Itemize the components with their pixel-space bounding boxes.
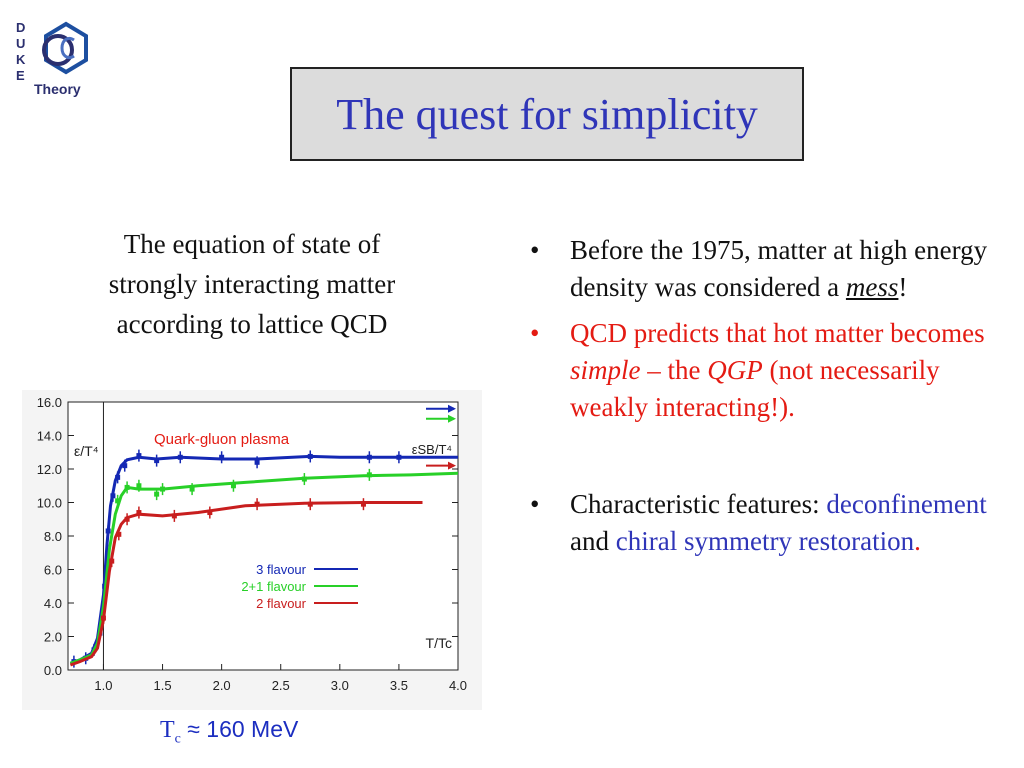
data-point — [115, 498, 121, 504]
tc-subscript: c — [174, 731, 181, 747]
data-point — [109, 558, 115, 564]
page-title: The quest for simplicity — [336, 89, 758, 139]
data-point — [307, 453, 313, 459]
x-tick-label: 3.0 — [331, 678, 349, 693]
chart-svg: 0.0 2.0 4.0 6.0 8.0 10.0 12.0 14.0 16.0 1.0 1.5 2.0… — [22, 390, 482, 710]
x-tick-label: 3.5 — [390, 678, 408, 693]
bullet-2-text: QCD predicts that hot matter becomes — [570, 318, 985, 348]
tc-value: ≈ 160 MeV — [180, 716, 299, 742]
data-point — [160, 486, 166, 492]
legend-label-2: 2 flavour — [256, 596, 307, 611]
duke-theory-logo: D U K E Theory — [14, 18, 98, 98]
sb-limit-label: εSB/T⁴ — [412, 442, 452, 457]
bullet-2-end: (not necessarily weakly interacting!). — [570, 355, 940, 422]
data-point — [171, 513, 177, 519]
bullet-3: • Characteristic features: deconfinement… — [530, 489, 987, 556]
data-point — [154, 458, 160, 464]
bullet-1: • Before the 1975, matter at high energy… — [530, 235, 988, 302]
data-point — [122, 463, 128, 469]
bullet-2-mid: – the — [640, 355, 708, 385]
tc-note: Tc ≈ 160 MeV — [160, 716, 298, 748]
bullet-2-emphasis-simple: simple — [570, 355, 641, 385]
sb-arrowhead-0 — [448, 404, 456, 413]
bullet-1-emphasis: mess — [845, 272, 899, 302]
bullet-3-end: . — [914, 526, 921, 556]
data-point — [116, 531, 122, 537]
data-point — [100, 615, 106, 621]
data-point — [124, 484, 130, 490]
data-point — [254, 501, 260, 507]
bullet-2-emphasis-qgp: QGP — [707, 355, 763, 385]
caption-line-2: strongly interacting matter — [108, 269, 396, 299]
y-tick-label: 0.0 — [44, 663, 62, 678]
data-point — [177, 454, 183, 460]
caption-line-3: according to lattice QCD — [116, 309, 388, 339]
eos-chart: 0.0 2.0 4.0 6.0 8.0 10.0 12.0 14.0 16.0 1.0 1.5 2.0… — [22, 390, 482, 715]
bullet-list: • Before the 1975, matter at high energy… — [530, 232, 1000, 560]
y-axis-label: ε/T⁴ — [74, 443, 99, 459]
chart-caption: The equation of state of strongly intera… — [56, 224, 448, 344]
legend-label-0: 3 flavour — [256, 562, 307, 577]
sb-arrowhead-2 — [448, 461, 456, 470]
plot-frame — [67, 401, 459, 671]
x-tick-label: 1.0 — [94, 678, 112, 693]
x-tick-label: 2.5 — [272, 678, 290, 693]
logo-letter-e: E — [16, 68, 25, 83]
logo-letter-u: U — [16, 36, 25, 51]
data-point — [360, 501, 366, 507]
data-point — [105, 528, 111, 534]
bullet-1-end: ! — [898, 272, 908, 302]
caption-line-1: The equation of state of — [123, 229, 381, 259]
data-point — [124, 516, 130, 522]
data-point — [219, 454, 225, 460]
bullet-3-chiral: chiral symmetry restoration — [615, 526, 915, 556]
data-point — [366, 454, 372, 460]
data-point — [366, 472, 372, 478]
tc-symbol: T — [160, 717, 175, 743]
data-point — [230, 483, 236, 489]
bullet-3-deconfinement: deconfinement — [826, 489, 987, 519]
logo-word: Theory — [34, 81, 81, 97]
bullet-3-text: Characteristic features: — [570, 489, 827, 519]
data-point — [136, 453, 142, 459]
data-point — [136, 510, 142, 516]
y-tick-label: 10.0 — [37, 496, 62, 511]
x-axis-label: T/Tc — [426, 635, 452, 651]
x-tick-label: 2.0 — [213, 678, 231, 693]
x-tick-label: 4.0 — [449, 678, 467, 693]
y-tick-label: 8.0 — [44, 529, 62, 544]
data-point — [189, 486, 195, 492]
data-point — [136, 483, 142, 489]
y-tick-label: 16.0 — [37, 395, 62, 410]
legend-label-1: 2+1 flavour — [241, 579, 306, 594]
data-point — [207, 510, 213, 516]
series-line-2 — [69, 501, 423, 667]
data-point — [110, 493, 116, 499]
data-point — [301, 476, 307, 482]
title-box: The quest for simplicity — [290, 67, 804, 161]
y-tick-label: 4.0 — [44, 596, 62, 611]
sb-arrowhead-1 — [448, 414, 456, 423]
chart-annotation: Quark-gluon plasma — [154, 431, 290, 448]
logo-c-icon — [60, 36, 75, 60]
x-tick-label: 1.5 — [154, 678, 172, 693]
logo-hexagon-icon — [44, 21, 88, 75]
bullet-3-mid: and — [570, 526, 616, 556]
data-point — [115, 474, 121, 480]
data-point — [307, 501, 313, 507]
y-tick-label: 2.0 — [44, 630, 62, 645]
y-tick-label: 12.0 — [37, 462, 62, 477]
data-point — [154, 491, 160, 497]
bullet-2: • QCD predicts that hot matter becomes s… — [530, 318, 985, 422]
logo-letter-k: K — [16, 52, 26, 67]
data-point — [396, 454, 402, 460]
bullet-1-text: Before the 1975, matter at high energy d… — [570, 235, 988, 302]
data-point — [254, 459, 260, 465]
y-tick-label: 14.0 — [37, 429, 62, 444]
logo-letter-d: D — [16, 20, 25, 35]
logo-ring-icon — [42, 34, 74, 66]
y-tick-label: 6.0 — [44, 563, 62, 578]
